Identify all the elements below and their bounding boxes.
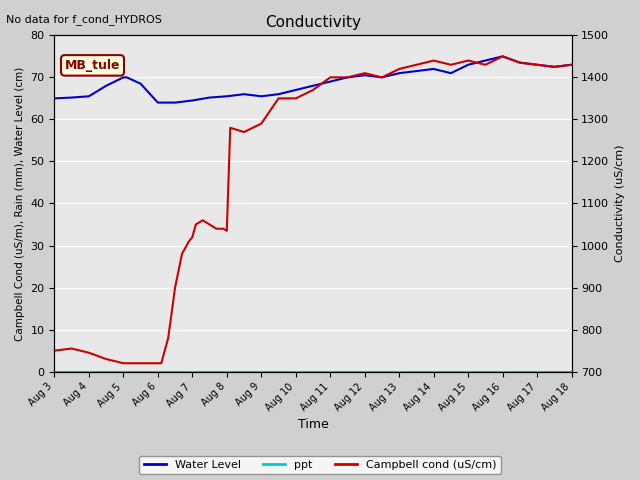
Water Level [481,58,489,63]
X-axis label: Time: Time [298,419,328,432]
Water Level [257,94,265,99]
Water Level [430,66,438,72]
Campbell cond (uS/cm) [212,226,220,231]
Water Level [189,97,196,103]
Line: Campbell cond (uS/cm): Campbell cond (uS/cm) [54,56,572,363]
Water Level [326,79,334,84]
Campbell cond (uS/cm) [447,62,455,68]
Campbell cond (uS/cm) [199,217,207,223]
Water Level [568,62,575,68]
Title: Conductivity: Conductivity [265,15,361,30]
Campbell cond (uS/cm) [157,360,165,366]
Campbell cond (uS/cm) [185,239,193,244]
Campbell cond (uS/cm) [326,74,334,80]
Water Level [223,94,230,99]
Water Level [205,95,213,100]
Campbell cond (uS/cm) [309,87,317,93]
Water Level [102,83,110,89]
Campbell cond (uS/cm) [223,228,230,234]
Campbell cond (uS/cm) [344,74,351,80]
Y-axis label: Conductivity (uS/cm): Conductivity (uS/cm) [615,145,625,262]
Campbell cond (uS/cm) [568,62,575,68]
Campbell cond (uS/cm) [396,66,403,72]
Campbell cond (uS/cm) [499,53,506,59]
Campbell cond (uS/cm) [378,74,386,80]
Water Level [378,74,386,80]
Water Level [240,91,248,97]
Water Level [413,68,420,74]
Water Level [344,74,351,80]
Water Level [533,62,541,68]
Campbell cond (uS/cm) [102,356,110,362]
Y-axis label: Campbell Cond (uS/m), Rain (mm), Water Level (cm): Campbell Cond (uS/m), Rain (mm), Water L… [15,66,25,341]
Text: No data for f_cond_HYDROS: No data for f_cond_HYDROS [6,14,163,25]
Water Level [516,60,524,66]
Campbell cond (uS/cm) [240,129,248,135]
Water Level [123,74,131,80]
Campbell cond (uS/cm) [51,348,58,353]
Campbell cond (uS/cm) [533,62,541,68]
Water Level [172,100,179,106]
Water Level [499,53,506,59]
Water Level [51,96,58,101]
Water Level [137,81,145,86]
Campbell cond (uS/cm) [550,64,558,70]
Campbell cond (uS/cm) [192,222,200,228]
Campbell cond (uS/cm) [430,58,438,63]
Water Level [464,62,472,68]
Campbell cond (uS/cm) [292,96,300,101]
Campbell cond (uS/cm) [413,62,420,68]
Legend: Water Level, ppt, Campbell cond (uS/cm): Water Level, ppt, Campbell cond (uS/cm) [140,456,500,474]
Campbell cond (uS/cm) [172,285,179,290]
Water Level [309,83,317,89]
Campbell cond (uS/cm) [154,360,162,366]
Campbell cond (uS/cm) [178,251,186,257]
Campbell cond (uS/cm) [189,234,196,240]
Campbell cond (uS/cm) [257,121,265,127]
Water Level [550,64,558,70]
Water Level [292,87,300,93]
Campbell cond (uS/cm) [220,226,227,231]
Line: Water Level: Water Level [54,56,572,103]
Campbell cond (uS/cm) [516,60,524,66]
Campbell cond (uS/cm) [164,335,172,341]
Water Level [154,100,162,106]
Water Level [447,70,455,76]
Campbell cond (uS/cm) [85,350,93,356]
Text: MB_tule: MB_tule [65,59,120,72]
Campbell cond (uS/cm) [481,62,489,68]
Campbell cond (uS/cm) [205,222,213,228]
Water Level [396,70,403,76]
Campbell cond (uS/cm) [464,58,472,63]
Campbell cond (uS/cm) [68,346,76,351]
Campbell cond (uS/cm) [137,360,145,366]
Campbell cond (uS/cm) [275,96,282,101]
Campbell cond (uS/cm) [120,360,127,366]
Water Level [68,95,76,100]
Water Level [85,94,93,99]
Water Level [361,72,369,78]
Campbell cond (uS/cm) [227,125,234,131]
Water Level [120,74,127,80]
Water Level [275,91,282,97]
Campbell cond (uS/cm) [361,70,369,76]
